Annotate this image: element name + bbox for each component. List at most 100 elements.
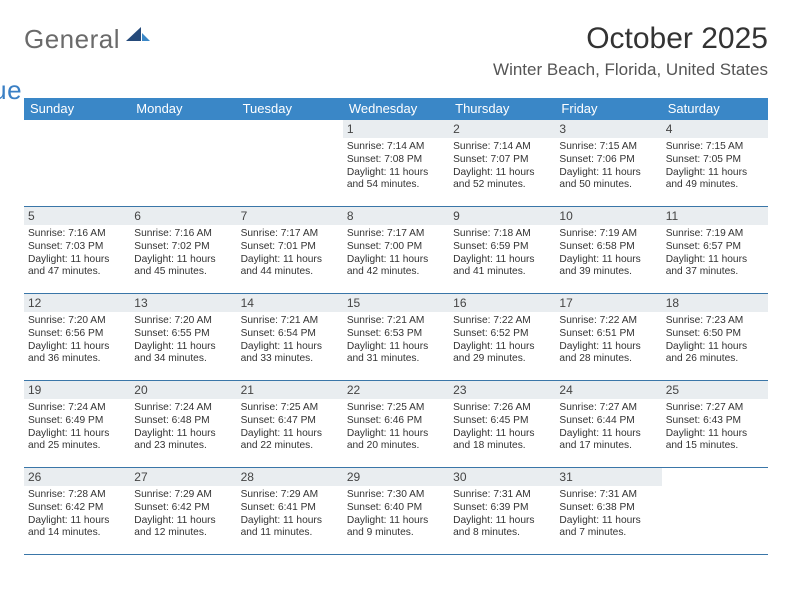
sun-info: Sunrise: 7:18 AMSunset: 6:59 PMDaylight:…: [453, 228, 551, 279]
week-row: 19Sunrise: 7:24 AMSunset: 6:49 PMDayligh…: [24, 381, 768, 468]
day-number: 9: [449, 207, 555, 225]
day-cell: 8Sunrise: 7:17 AMSunset: 7:00 PMDaylight…: [343, 207, 449, 293]
sun-rise: Sunrise: 7:23 AM: [666, 315, 764, 328]
sun-rise: Sunrise: 7:30 AM: [347, 489, 445, 502]
header-bar: General Blue October 2025 Winter Beach, …: [24, 18, 768, 88]
day-cell: 20Sunrise: 7:24 AMSunset: 6:48 PMDayligh…: [130, 381, 236, 467]
sun-dl1: Daylight: 11 hours: [559, 428, 657, 441]
sun-dl1: Daylight: 11 hours: [666, 428, 764, 441]
sun-info: Sunrise: 7:30 AMSunset: 6:40 PMDaylight:…: [347, 489, 445, 540]
sun-dl2: and 50 minutes.: [559, 179, 657, 192]
day-cell: 7Sunrise: 7:17 AMSunset: 7:01 PMDaylight…: [237, 207, 343, 293]
day-number: 13: [130, 294, 236, 312]
day-number: 10: [555, 207, 661, 225]
sun-dl2: and 15 minutes.: [666, 440, 764, 453]
sun-info: Sunrise: 7:31 AMSunset: 6:38 PMDaylight:…: [559, 489, 657, 540]
sun-dl1: Daylight: 11 hours: [347, 515, 445, 528]
day-number: 24: [555, 381, 661, 399]
sun-dl1: Daylight: 11 hours: [28, 428, 126, 441]
day-cell: 15Sunrise: 7:21 AMSunset: 6:53 PMDayligh…: [343, 294, 449, 380]
day-number: 16: [449, 294, 555, 312]
sun-dl2: and 26 minutes.: [666, 353, 764, 366]
sun-rise: Sunrise: 7:15 AM: [666, 141, 764, 154]
day-number: 4: [662, 120, 768, 138]
day-cell: 16 Sunrise: 7:22 AMSunset: 6:52 PMDayligh…: [449, 294, 555, 380]
calendar-page: General Blue October 2025 Winter Beach, …: [0, 0, 792, 612]
weekday-header: Wednesday: [343, 98, 449, 120]
day-cell: 13 Sunrise: 7:20 AMSunset: 6:55 PMDayligh…: [130, 294, 236, 380]
sun-dl1: Daylight: 11 hours: [666, 341, 764, 354]
sun-info: Sunrise: 7:20 AMSunset: 6:56 PMDaylight:…: [28, 315, 126, 366]
sun-dl1: Daylight: 11 hours: [241, 254, 339, 267]
sun-dl2: and 41 minutes.: [453, 266, 551, 279]
sun-info: Sunrise: 7:20 AMSunset: 6:55 PMDaylight:…: [134, 315, 232, 366]
day-cell: 24Sunrise: 7:27 AMSunset: 6:44 PMDayligh…: [555, 381, 661, 467]
logo-sail-icon: [126, 24, 150, 49]
sun-set: Sunset: 6:55 PM: [134, 328, 232, 341]
sun-rise: Sunrise: 7:27 AM: [666, 402, 764, 415]
sun-rise: Sunrise: 7:28 AM: [28, 489, 126, 502]
brand-word-1: General: [24, 24, 120, 54]
sun-rise: Sunrise: 7:17 AM: [241, 228, 339, 241]
sun-dl1: Daylight: 11 hours: [134, 341, 232, 354]
sun-dl1: Daylight: 11 hours: [134, 254, 232, 267]
sun-dl1: Daylight: 11 hours: [241, 428, 339, 441]
sun-rise: Sunrise: 7:22 AM: [559, 315, 657, 328]
day-cell: 17 Sunrise: 7:22 AMSunset: 6:51 PMDayligh…: [555, 294, 661, 380]
day-number: 25: [662, 381, 768, 399]
day-number: 6: [130, 207, 236, 225]
sun-set: Sunset: 7:06 PM: [559, 154, 657, 167]
sun-dl1: Daylight: 11 hours: [559, 167, 657, 180]
day-number: 26: [24, 468, 130, 486]
sun-dl2: and 20 minutes.: [347, 440, 445, 453]
sun-info: Sunrise: 7:22 AMSunset: 6:51 PMDaylight:…: [559, 315, 657, 366]
day-cell: 9 Sunrise: 7:18 AMSunset: 6:59 PMDaylight…: [449, 207, 555, 293]
day-cell: 31 Sunrise: 7:31 AMSunset: 6:38 PMDayligh…: [555, 468, 661, 554]
day-cell: 10Sunrise: 7:19 AMSunset: 6:58 PMDayligh…: [555, 207, 661, 293]
sun-set: Sunset: 6:48 PM: [134, 415, 232, 428]
sun-rise: Sunrise: 7:31 AM: [559, 489, 657, 502]
sun-dl2: and 12 minutes.: [134, 527, 232, 540]
day-cell: 1Sunrise: 7:14 AMSunset: 7:08 PMDaylight…: [343, 120, 449, 206]
empty-cell: [130, 120, 236, 206]
sun-info: Sunrise: 7:16 AMSunset: 7:02 PMDaylight:…: [134, 228, 232, 279]
sun-set: Sunset: 6:56 PM: [28, 328, 126, 341]
page-title: October 2025: [493, 22, 768, 56]
sun-dl2: and 42 minutes.: [347, 266, 445, 279]
day-number: 12: [24, 294, 130, 312]
sun-rise: Sunrise: 7:20 AM: [28, 315, 126, 328]
sun-set: Sunset: 6:46 PM: [347, 415, 445, 428]
day-cell: 11Sunrise: 7:19 AMSunset: 6:57 PMDayligh…: [662, 207, 768, 293]
sun-set: Sunset: 7:08 PM: [347, 154, 445, 167]
day-number: 15: [343, 294, 449, 312]
sun-dl1: Daylight: 11 hours: [347, 254, 445, 267]
sun-dl1: Daylight: 11 hours: [347, 428, 445, 441]
day-cell: 26 Sunrise: 7:28 AMSunset: 6:42 PMDayligh…: [24, 468, 130, 554]
day-cell: 3Sunrise: 7:15 AMSunset: 7:06 PMDaylight…: [555, 120, 661, 206]
sun-set: Sunset: 6:41 PM: [241, 502, 339, 515]
sun-set: Sunset: 7:05 PM: [666, 154, 764, 167]
sun-set: Sunset: 6:47 PM: [241, 415, 339, 428]
day-number: 8: [343, 207, 449, 225]
brand-logo: General Blue: [24, 24, 150, 106]
sun-rise: Sunrise: 7:21 AM: [241, 315, 339, 328]
sun-dl1: Daylight: 11 hours: [453, 341, 551, 354]
sun-info: Sunrise: 7:15 AMSunset: 7:05 PMDaylight:…: [666, 141, 764, 192]
sun-dl2: and 28 minutes.: [559, 353, 657, 366]
sun-dl2: and 52 minutes.: [453, 179, 551, 192]
day-number: 17: [555, 294, 661, 312]
sun-dl2: and 36 minutes.: [28, 353, 126, 366]
sun-set: Sunset: 6:38 PM: [559, 502, 657, 515]
sun-rise: Sunrise: 7:27 AM: [559, 402, 657, 415]
sun-dl1: Daylight: 11 hours: [666, 167, 764, 180]
day-number: 5: [24, 207, 130, 225]
brand-text: General Blue: [24, 24, 150, 106]
sun-rise: Sunrise: 7:22 AM: [453, 315, 551, 328]
sun-info: Sunrise: 7:28 AMSunset: 6:42 PMDaylight:…: [28, 489, 126, 540]
day-cell: 30Sunrise: 7:31 AMSunset: 6:39 PMDayligh…: [449, 468, 555, 554]
sun-info: Sunrise: 7:16 AMSunset: 7:03 PMDaylight:…: [28, 228, 126, 279]
sun-dl1: Daylight: 11 hours: [241, 515, 339, 528]
sun-set: Sunset: 6:52 PM: [453, 328, 551, 341]
sun-dl1: Daylight: 11 hours: [453, 515, 551, 528]
day-number: 31: [555, 468, 661, 486]
